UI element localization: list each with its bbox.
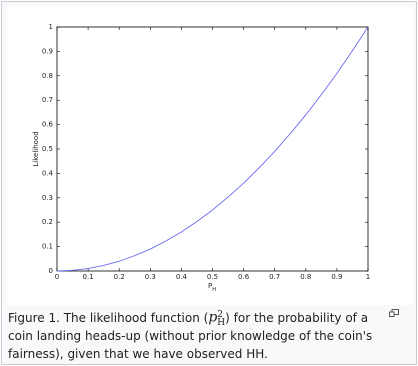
- x-tick-label: 0.5: [207, 273, 218, 281]
- x-axis-label: PH: [208, 282, 216, 293]
- formula-sup: 2: [217, 309, 224, 320]
- x-tick-label: 0.7: [269, 273, 280, 281]
- enlarge-icon[interactable]: [389, 309, 399, 317]
- y-axis-label: Likelihood: [32, 131, 40, 166]
- formula-base: p: [208, 309, 218, 325]
- x-tick-label: 0.4: [176, 273, 188, 281]
- caption-text: ) for the probability of a coin landing …: [8, 311, 373, 361]
- x-tick-label: 0.9: [331, 273, 342, 281]
- y-tick-label: 1: [49, 23, 53, 31]
- formula-sub: H: [217, 317, 226, 328]
- y-tick-label: 0.9: [42, 47, 53, 55]
- line-series: [56, 26, 369, 272]
- x-tick-label: 0.3: [145, 273, 156, 281]
- y-tick-label: 0.1: [42, 243, 53, 251]
- caption-text: Figure 1. The likelihood function (: [8, 311, 209, 325]
- y-tick-label: 0.4: [42, 169, 54, 177]
- caption: Figure 1. The likelihood function (p2 H) …: [8, 309, 393, 363]
- y-tick-label: 0.6: [42, 121, 54, 129]
- x-tick-label: 0.1: [83, 273, 94, 281]
- plot-box: [56, 26, 369, 272]
- x-tick-label: 0: [55, 273, 59, 281]
- x-tick-label: 0.8: [300, 273, 311, 281]
- y-tick-label: 0.2: [42, 218, 53, 226]
- x-label-sub: H: [212, 287, 216, 293]
- y-tick-label: 0.8: [42, 72, 53, 80]
- x-tick-label: 1: [366, 273, 370, 281]
- x-tick-label: 0.2: [114, 273, 125, 281]
- y-tick-label: 0.7: [42, 96, 53, 104]
- y-tick-label: 0.3: [42, 194, 53, 202]
- formula: p2 H: [208, 309, 226, 328]
- x-tick-label: 0.6: [238, 273, 250, 281]
- y-tick-label: 0.5: [42, 145, 53, 153]
- x-label-main: P: [208, 282, 212, 290]
- y-tick-label: 0: [49, 267, 53, 275]
